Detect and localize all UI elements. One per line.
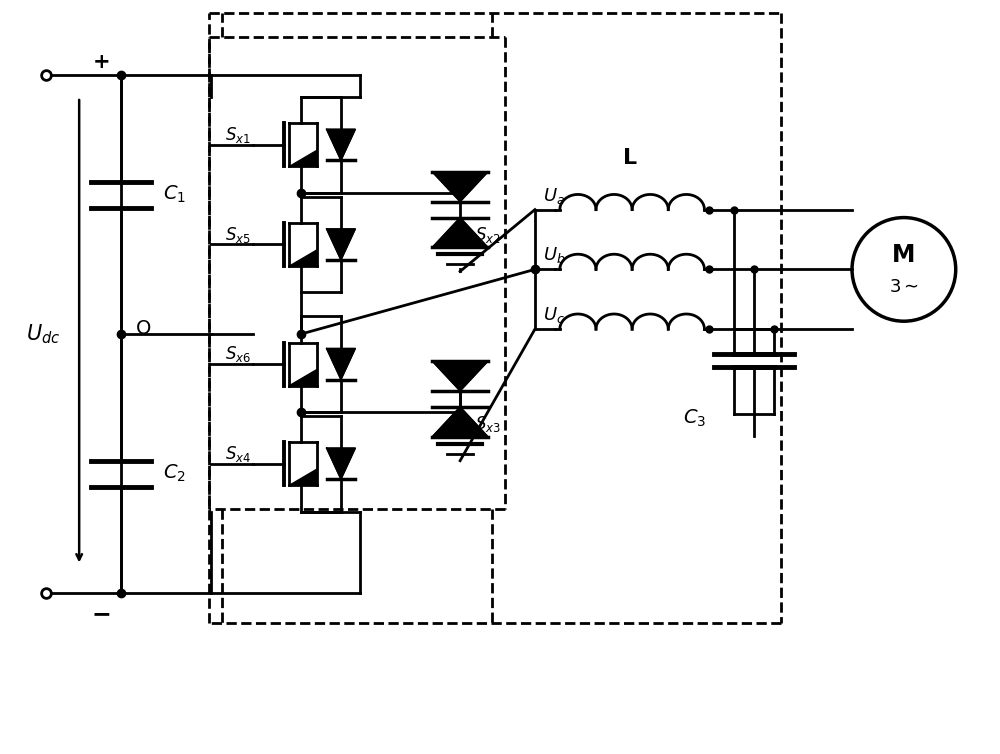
Text: $U_b$: $U_b$ xyxy=(543,246,565,265)
Polygon shape xyxy=(432,172,488,201)
Polygon shape xyxy=(327,229,355,260)
Text: $U_c$: $U_c$ xyxy=(543,305,565,325)
Polygon shape xyxy=(432,218,488,247)
Text: L: L xyxy=(623,148,637,168)
Text: $S_{x3}$: $S_{x3}$ xyxy=(475,414,501,434)
Polygon shape xyxy=(289,150,317,167)
Text: +: + xyxy=(92,52,110,72)
Text: M: M xyxy=(892,244,916,268)
Text: $S_{x5}$: $S_{x5}$ xyxy=(225,225,251,244)
Text: $C_2$: $C_2$ xyxy=(163,463,186,484)
Polygon shape xyxy=(289,250,317,266)
Text: $C_1$: $C_1$ xyxy=(163,184,186,205)
Text: 3$\sim$: 3$\sim$ xyxy=(889,278,919,296)
Text: O: O xyxy=(136,319,151,338)
Text: $U_a$: $U_a$ xyxy=(543,185,565,206)
Polygon shape xyxy=(327,348,355,379)
Polygon shape xyxy=(289,469,317,486)
Polygon shape xyxy=(432,361,488,391)
Polygon shape xyxy=(289,369,317,385)
Polygon shape xyxy=(327,130,355,161)
Text: $C_3$: $C_3$ xyxy=(683,408,706,430)
Text: $S_{x2}$: $S_{x2}$ xyxy=(475,225,501,244)
Text: $S_{x6}$: $S_{x6}$ xyxy=(225,344,251,364)
Text: $S_{x1}$: $S_{x1}$ xyxy=(225,125,251,145)
Text: $U_{dc}$: $U_{dc}$ xyxy=(26,323,60,346)
Text: $S_{x4}$: $S_{x4}$ xyxy=(225,443,251,464)
Polygon shape xyxy=(432,407,488,437)
Text: −: − xyxy=(91,602,111,626)
Polygon shape xyxy=(327,448,355,480)
